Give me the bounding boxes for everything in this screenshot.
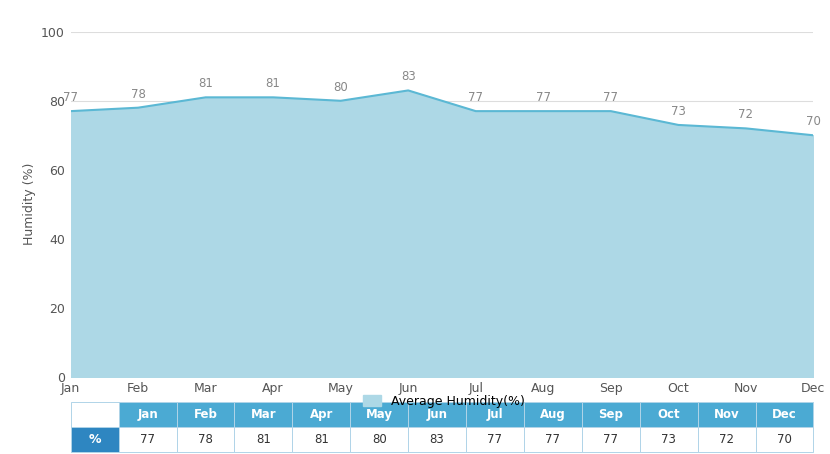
Text: 70: 70 [777,433,792,446]
Text: Jul: Jul [486,408,503,421]
Text: Oct: Oct [657,408,680,421]
Text: 83: 83 [401,70,416,84]
Text: Aug: Aug [540,408,566,421]
Text: Feb: Feb [193,408,217,421]
Y-axis label: Humidity (%): Humidity (%) [22,163,36,246]
Text: Mar: Mar [251,408,276,421]
Text: May: May [366,408,393,421]
Text: 77: 77 [487,433,502,446]
Text: 77: 77 [536,91,551,104]
Text: 77: 77 [63,91,78,104]
Legend: Average Humidity(%): Average Humidity(%) [358,390,530,413]
Text: %: % [88,433,101,446]
Text: 77: 77 [468,91,483,104]
Text: 78: 78 [198,433,213,446]
Text: 72: 72 [719,433,734,446]
Text: 77: 77 [603,433,618,446]
Text: 83: 83 [430,433,445,446]
Text: Nov: Nov [714,408,740,421]
Text: 72: 72 [739,109,754,122]
Text: Sep: Sep [598,408,623,421]
Text: 73: 73 [671,105,686,118]
Text: 81: 81 [256,433,271,446]
Text: 77: 77 [545,433,560,446]
Text: 77: 77 [603,91,618,104]
Text: 78: 78 [130,88,145,101]
Text: 80: 80 [372,433,387,446]
Text: 80: 80 [334,81,348,94]
Text: 77: 77 [140,433,155,446]
Text: 81: 81 [314,433,329,446]
Text: Jun: Jun [427,408,447,421]
Text: 81: 81 [266,77,281,90]
Text: 73: 73 [662,433,676,446]
Text: Jan: Jan [137,408,158,421]
Text: Apr: Apr [310,408,333,421]
Text: Dec: Dec [772,408,797,421]
Text: 70: 70 [806,115,821,128]
Text: 81: 81 [198,77,213,90]
